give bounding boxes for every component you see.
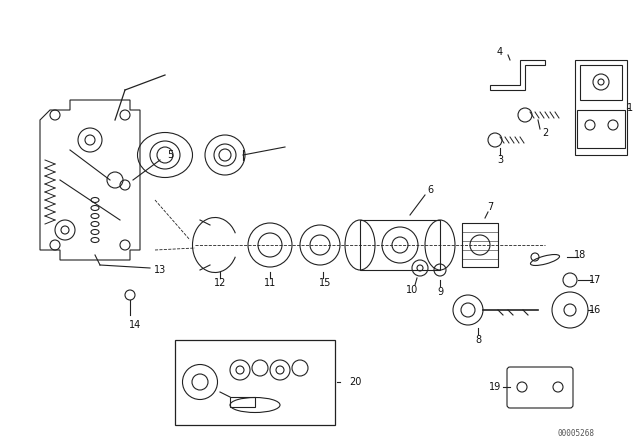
Text: 3: 3: [497, 155, 503, 165]
Text: 11: 11: [264, 278, 276, 288]
Bar: [175, 340, 335, 425]
Text: 16: 16: [589, 305, 601, 315]
Text: 2: 2: [542, 128, 548, 138]
Text: 18: 18: [574, 250, 586, 260]
Text: 14: 14: [129, 320, 141, 330]
Text: 20: 20: [349, 377, 361, 387]
Bar: [462, 223, 498, 267]
Text: 5: 5: [167, 150, 173, 160]
Text: 19: 19: [489, 382, 501, 392]
Text: 13: 13: [154, 265, 166, 275]
Text: 1: 1: [627, 103, 633, 113]
Bar: [360, 220, 440, 270]
Text: 9: 9: [437, 287, 443, 297]
Text: 4: 4: [497, 47, 503, 57]
Bar: [580, 65, 622, 100]
Text: 7: 7: [487, 202, 493, 212]
Text: 00005268: 00005268: [558, 429, 595, 438]
Bar: [577, 110, 625, 148]
Bar: [575, 60, 627, 155]
Text: 17: 17: [589, 275, 601, 285]
Text: 8: 8: [475, 335, 481, 345]
Text: 6: 6: [427, 185, 433, 195]
Text: 12: 12: [214, 278, 226, 288]
Bar: [230, 397, 255, 407]
Text: 10: 10: [406, 285, 418, 295]
Text: 15: 15: [319, 278, 331, 288]
